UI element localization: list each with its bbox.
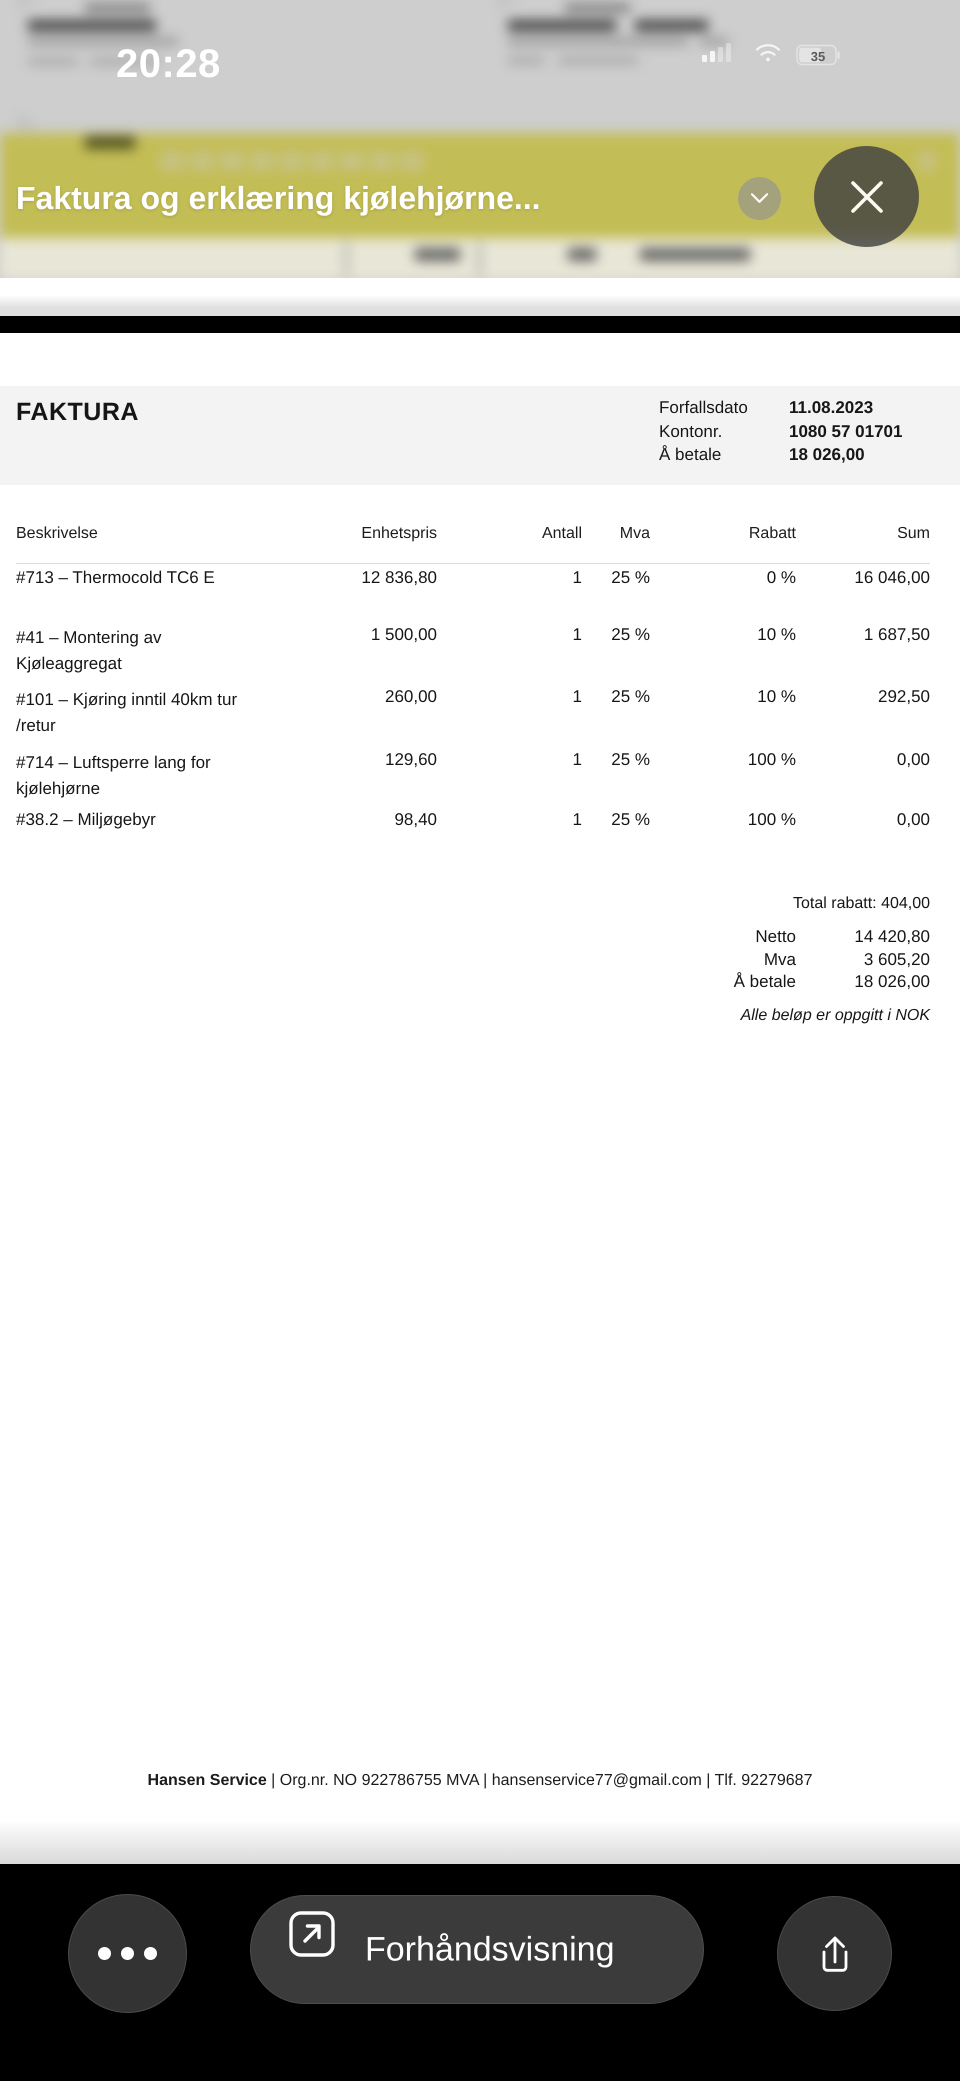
svg-text:35: 35	[811, 49, 825, 64]
